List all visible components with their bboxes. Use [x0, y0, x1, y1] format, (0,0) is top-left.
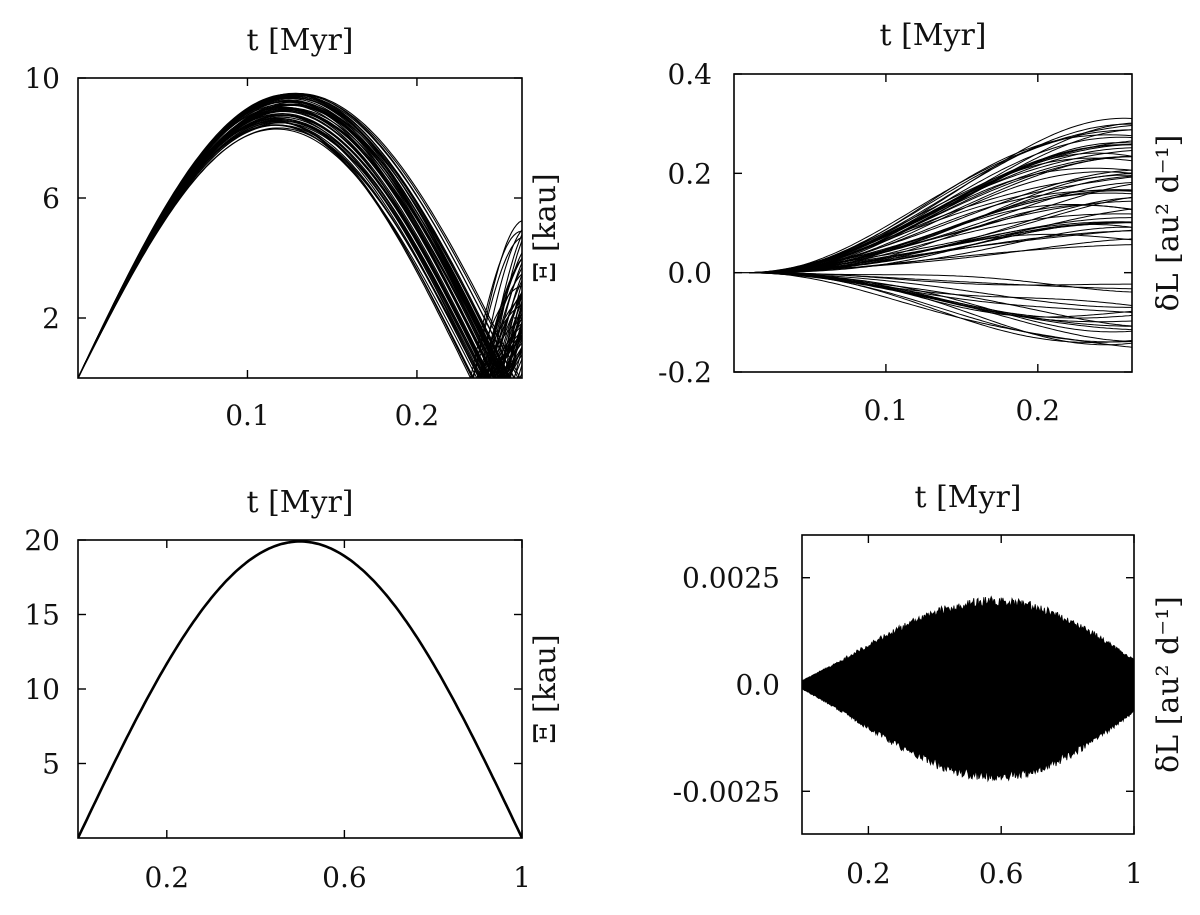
y-tick-label: -0.0025 [673, 775, 780, 808]
series-curve [749, 272, 1132, 323]
y-tick-label: 10 [24, 673, 60, 706]
x-tick-label: 0.2 [846, 857, 891, 890]
y-tick-label: 0.4 [667, 58, 712, 91]
series-curve [749, 230, 1132, 274]
series-curve [749, 156, 1132, 274]
chart-title: t [Myr] [246, 485, 353, 520]
plot-area [78, 92, 522, 378]
series-curve [78, 119, 522, 378]
series-curve [78, 118, 522, 378]
series-curve [749, 271, 1132, 318]
series-curve [749, 272, 1132, 343]
y-tick-label: 0.0025 [682, 562, 780, 595]
series-curve [749, 272, 1132, 286]
series-curve [749, 272, 1132, 346]
x-tick-label: 1 [1125, 857, 1143, 890]
plot-area [802, 595, 1134, 783]
series-curve [749, 147, 1132, 274]
plot-frame [733, 73, 1133, 373]
y-tick-label: 0.0 [735, 669, 780, 702]
y-tick-label: 20 [24, 524, 60, 557]
y-axis-label: δL [au² d⁻¹] [1151, 135, 1186, 312]
series-curve [749, 156, 1132, 274]
y-axis-label: Ξ [kau] [528, 173, 563, 282]
series-curve [749, 204, 1132, 274]
y-tick-label: 0.0 [667, 257, 712, 290]
series-curve [749, 182, 1132, 274]
series-curve [749, 208, 1132, 274]
x-tick-label: 0.2 [145, 861, 190, 894]
x-tick-label: 1 [513, 861, 531, 894]
series-curve [749, 272, 1132, 319]
y-tick-label: 5 [42, 748, 60, 781]
chart-title: t [Myr] [914, 480, 1021, 515]
chart-top-left: 0.1 0.2 2 6 10 t [Myr] Ξ [kau] [24, 23, 563, 432]
series-curve [749, 129, 1132, 274]
y-axis-label: Ξ [kau] [528, 634, 563, 743]
series-curve [749, 272, 1132, 343]
y-tick-label: 10 [24, 62, 60, 95]
series-curve [749, 272, 1132, 342]
x-tick-label: 0.1 [225, 399, 270, 432]
plot-area [78, 540, 522, 838]
x-tick-label: 0.6 [979, 857, 1024, 890]
series-curve [749, 125, 1132, 274]
plot-frame [77, 77, 523, 379]
x-tick-label: 0.2 [395, 399, 440, 432]
y-tick-label: 2 [42, 302, 60, 335]
oscillation-envelope [802, 595, 1134, 783]
series-curve [78, 93, 522, 378]
series-curve [78, 540, 522, 838]
series-curve [78, 104, 522, 378]
y-tick-label: -0.2 [658, 356, 712, 389]
series-curve [749, 223, 1132, 274]
y-tick-label: 6 [42, 182, 60, 215]
chart-title: t [Myr] [879, 18, 986, 53]
series-curve [749, 272, 1132, 348]
series-curve [78, 127, 522, 378]
chart-title: t [Myr] [246, 23, 353, 58]
y-axis-label: δL [au² d⁻¹] [1151, 596, 1186, 773]
x-tick-label: 0.2 [1016, 394, 1061, 427]
chart-bottom-right: 0.2 0.6 1 -0.0025 0.0 0.0025 t [Myr] δL [au² d⁻… [673, 480, 1186, 890]
y-tick-label: 0.2 [667, 157, 712, 190]
x-tick-label: 0.6 [322, 861, 367, 894]
series-curve [749, 155, 1132, 274]
plot-area [734, 117, 1132, 348]
y-tick-label: 15 [24, 599, 60, 632]
series-curve [78, 95, 522, 378]
x-tick-label: 0.1 [864, 394, 909, 427]
chart-top-right: 0.1 0.2 -0.2 0.0 0.2 0.4 t [Myr] δL [au² d⁻¹] [658, 18, 1186, 427]
plot-frame [77, 539, 523, 839]
